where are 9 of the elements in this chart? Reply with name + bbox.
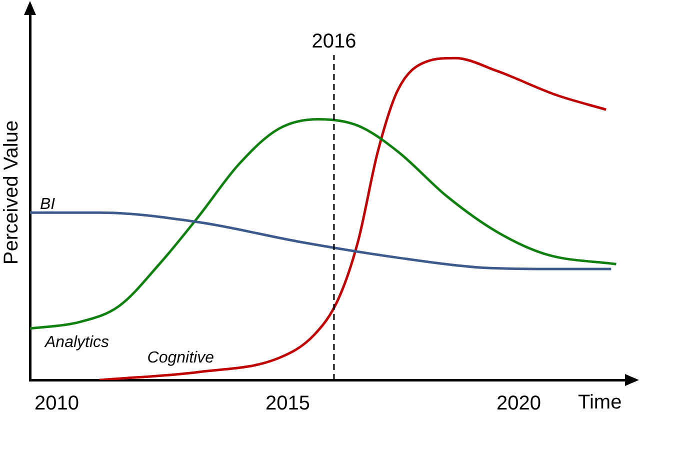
series-label: BI: [40, 196, 56, 214]
ref-line-label: 2016: [312, 30, 356, 53]
x-tick-label: 2010: [34, 392, 80, 415]
series-label: Analytics: [44, 334, 110, 351]
y-axis-title: Perceived Value: [0, 120, 23, 265]
x-axis-title: Time: [578, 392, 622, 414]
x-tick-label: 2020: [496, 392, 541, 415]
x-tick-label: 2015: [266, 392, 310, 415]
series-label: Cognitive: [147, 349, 214, 366]
